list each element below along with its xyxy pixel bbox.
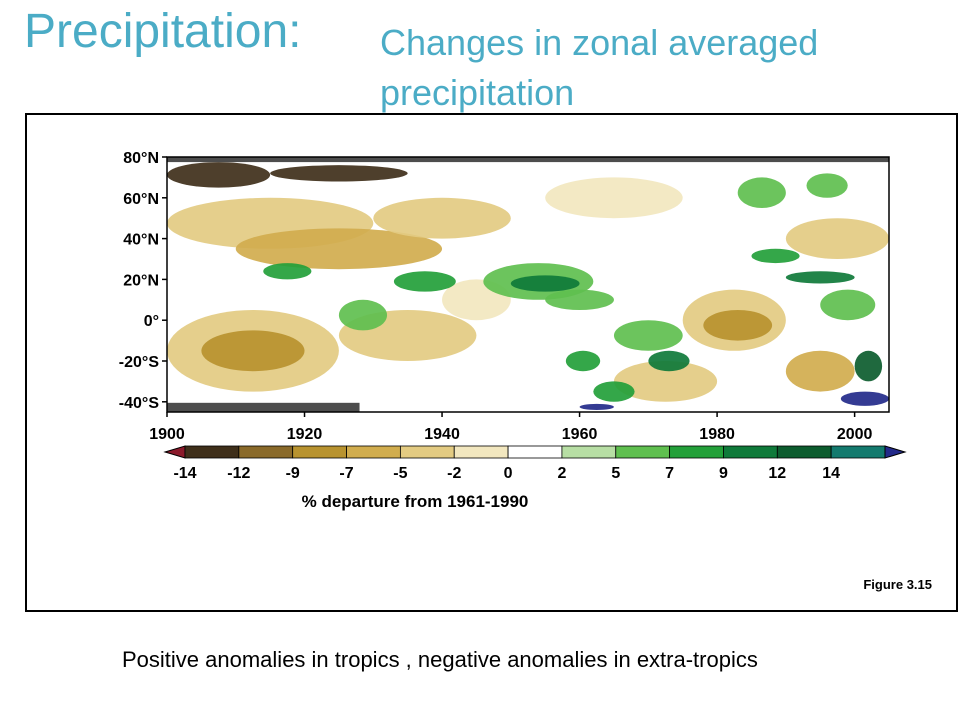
colorbar-tick-label: 5 xyxy=(611,465,620,482)
anomaly-region-9 xyxy=(545,177,683,219)
anomaly-region-22 xyxy=(593,381,635,402)
anomaly-region-17 xyxy=(393,271,456,292)
anomaly-region-28 xyxy=(806,173,848,198)
figure-number-label: Figure 3.15 xyxy=(863,577,932,592)
x-tick-label: 1960 xyxy=(562,426,598,443)
y-tick-label: -20°S xyxy=(119,354,160,371)
y-tick-label: 0° xyxy=(144,313,159,330)
anomaly-region-29 xyxy=(820,289,876,321)
anomaly-region-19 xyxy=(510,275,580,292)
anomaly-region-1 xyxy=(270,165,408,182)
y-tick-label: 20°N xyxy=(123,272,159,289)
colorbar-swatch-6 xyxy=(507,445,563,459)
heatmap-plot xyxy=(167,157,890,412)
anomaly-region-4 xyxy=(373,197,511,239)
caption-text: Positive anomalies in tropics , negative… xyxy=(122,647,758,672)
anomaly-region-30 xyxy=(854,350,883,382)
anomaly-region-6 xyxy=(201,330,305,372)
anomaly-region-20 xyxy=(545,289,614,310)
colorbar-swatch-12 xyxy=(830,445,886,459)
colorbar-swatch-8 xyxy=(615,445,671,459)
colorbar-swatch-11 xyxy=(776,445,832,459)
y-tick-label: -40°S xyxy=(119,395,160,412)
anomaly-region-23 xyxy=(648,350,690,372)
anomaly-region-14 xyxy=(785,350,855,392)
colorbar-tick-label: 2 xyxy=(557,465,566,482)
y-tick-label: 80°N xyxy=(123,150,159,167)
colorbar-tick-label: 9 xyxy=(719,465,728,482)
colorbar-tick-label: -14 xyxy=(173,465,196,482)
colorbar-tick-label: 0 xyxy=(504,465,513,482)
colorbar-swatch-9 xyxy=(669,445,724,459)
colorbar-tick-label: 12 xyxy=(768,465,786,482)
anomaly-region-32 xyxy=(579,403,614,410)
colorbar-tick-label: -9 xyxy=(286,465,300,482)
x-tick-label: 1940 xyxy=(424,426,460,443)
precipitation-anomaly-figure: 80°N 60°N 40°N 20°N 0° -20°S -40°S 1900 1920 1940… xyxy=(119,150,932,592)
colorbar-tick-label: -2 xyxy=(447,465,461,482)
colorbar-tick-label: -12 xyxy=(227,465,250,482)
colorbar-max-triangle xyxy=(884,445,907,459)
slide-subtitle: Changes in zonal averaged precipitation xyxy=(380,22,819,113)
colorbar-swatch-0 xyxy=(184,445,240,459)
anomaly-region-3 xyxy=(235,228,443,270)
anomaly-region-31 xyxy=(840,391,889,406)
anomaly-region-15 xyxy=(263,263,312,280)
x-tick-label: 1920 xyxy=(287,426,323,443)
colorbar-tick-label: -5 xyxy=(393,465,407,482)
no-data-band-1 xyxy=(167,402,360,412)
x-tick-label: 2000 xyxy=(837,426,873,443)
colorbar-tick-label: -7 xyxy=(339,465,353,482)
colorbar-tick-label: 7 xyxy=(665,465,674,482)
anomaly-region-21 xyxy=(565,350,601,372)
anomaly-region-16 xyxy=(338,299,388,331)
anomaly-region-13 xyxy=(613,361,718,402)
plot-border xyxy=(166,156,890,413)
colorbar-swatch-1 xyxy=(238,445,294,459)
y-tick-label: 40°N xyxy=(123,232,159,249)
anomaly-region-11 xyxy=(703,310,773,341)
colorbar-swatch-3 xyxy=(346,445,401,459)
colorbar-swatch-2 xyxy=(292,445,347,459)
anomaly-region-24 xyxy=(613,320,683,351)
colorbar-swatch-10 xyxy=(723,445,778,459)
colorbar-swatch-7 xyxy=(561,445,617,459)
anomaly-region-25 xyxy=(737,177,786,208)
x-tick-label: 1980 xyxy=(699,426,735,443)
colorbar: -14 -12 -9 -7 -5 -2 0 2 5 7 9 12 14 xyxy=(163,445,907,482)
anomaly-region-27 xyxy=(785,271,855,284)
anomaly-region-0 xyxy=(167,162,271,188)
colorbar-label: % departure from 1961-1990 xyxy=(302,492,529,511)
slide-title: Precipitation: xyxy=(24,5,302,58)
colorbar-swatch-5 xyxy=(453,445,509,459)
colorbar-swatch-4 xyxy=(399,445,455,459)
y-tick-label: 60°N xyxy=(123,191,159,208)
heatmap-axes: 80°N 60°N 40°N 20°N 0° -20°S -40°S 1900 1920 1940… xyxy=(119,150,890,443)
anomaly-region-12 xyxy=(785,218,890,259)
figure-frame: 80°N 60°N 40°N 20°N 0° -20°S -40°S 1900 1920 1940… xyxy=(25,113,958,612)
no-data-band-0 xyxy=(167,157,889,163)
anomaly-region-26 xyxy=(751,248,800,264)
colorbar-min-triangle xyxy=(163,445,186,459)
colorbar-tick-label: 14 xyxy=(822,465,840,482)
x-tick-label: 1900 xyxy=(149,426,185,443)
